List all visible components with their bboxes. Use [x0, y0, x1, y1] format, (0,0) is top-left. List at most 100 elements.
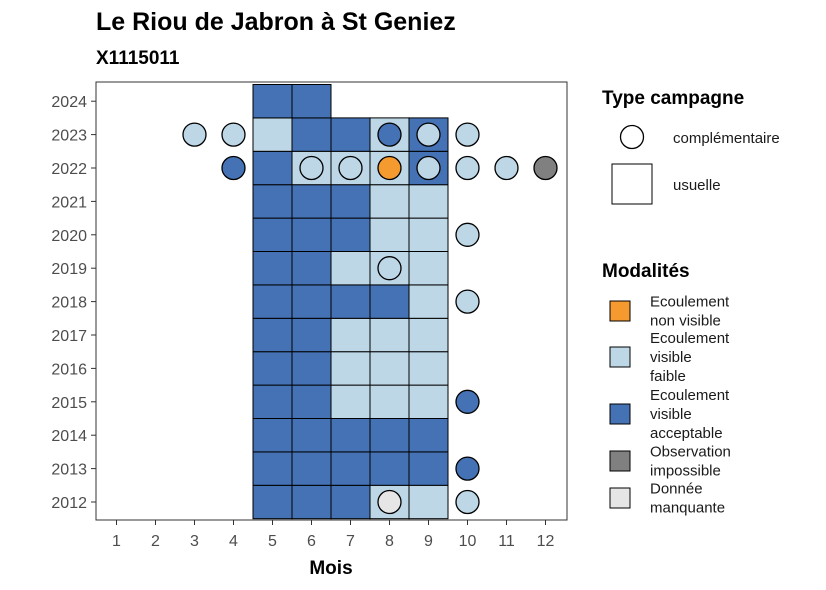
- y-tick-label-2017: 2017: [51, 328, 87, 345]
- y-tick-label-2014: 2014: [51, 428, 87, 445]
- legend-key-circle: [619, 124, 645, 150]
- point-2022-11: [494, 155, 519, 181]
- legend-swatch-acceptable: [609, 403, 631, 425]
- point-2022-9: [416, 155, 441, 181]
- legend-swatch-faible: [609, 346, 631, 368]
- x-tick-label-12: 12: [537, 533, 555, 550]
- tile-2012-5: [252, 484, 293, 520]
- legend-modalites: Modalités Ecoulement non visibleEcoulemen…: [602, 261, 731, 517]
- tile-2015-8: [369, 384, 410, 420]
- tile-2014-8: [369, 418, 410, 453]
- tile-2023-7: [330, 117, 371, 152]
- tile-2016-9: [408, 351, 449, 386]
- tile-2017-9: [408, 317, 449, 353]
- tile-2015-7: [330, 384, 371, 420]
- tile-2020-8: [369, 217, 410, 253]
- legend-swatch-impossible: [609, 450, 631, 472]
- point-2018-10: [455, 289, 480, 314]
- tile-2014-7: [330, 418, 371, 453]
- plot-panel: [95, 81, 568, 521]
- y-tick-label-2015: 2015: [51, 395, 87, 412]
- y-axis-ticks: 2012 2013 2014 2015 2016 2017 2018 2019 2020 2021…: [51, 94, 96, 512]
- y-tick-label-2018: 2018: [51, 295, 87, 312]
- tile-2017-5: [252, 317, 293, 353]
- tile-2016-8: [369, 351, 410, 386]
- tile-2016-5: [252, 351, 293, 386]
- tile-2016-7: [330, 351, 371, 386]
- y-tick-label-2021: 2021: [51, 194, 87, 211]
- x-tick-label-1: 1: [112, 533, 121, 550]
- tile-2013-8: [369, 451, 410, 486]
- tile-2023-5: [252, 117, 293, 152]
- y-tick-label-2019: 2019: [51, 261, 87, 278]
- complementaire-points: [182, 122, 558, 515]
- x-axis-ticks: 1 2 3 4 5 6 7 8 9 10 11 12: [112, 520, 555, 550]
- tile-2017-8: [369, 317, 410, 353]
- tile-2019-6: [291, 251, 332, 286]
- tile-2018-9: [408, 284, 449, 319]
- tile-2019-7: [330, 251, 371, 286]
- x-tick-label-9: 9: [424, 533, 433, 550]
- usuelle-tiles: [252, 84, 449, 520]
- x-tick-label-11: 11: [498, 533, 515, 550]
- tile-2012-9: [408, 484, 449, 520]
- legend-modalites-title: Modalités: [602, 261, 690, 282]
- legend-swatch-non_visible: [609, 300, 631, 322]
- tile-2018-5: [252, 284, 293, 319]
- y-tick-label-2023: 2023: [51, 128, 87, 145]
- legend-label-faible: Ecoulement visible faible: [650, 330, 730, 385]
- tile-2015-9: [408, 384, 449, 420]
- legend-label-acceptable: Ecoulement visible acceptable: [650, 387, 730, 442]
- point-2023-9: [416, 122, 441, 147]
- tile-2021-9: [408, 184, 449, 219]
- tile-2019-5: [252, 251, 293, 286]
- tile-2017-6: [291, 317, 332, 353]
- tile-2020-7: [330, 217, 371, 253]
- tile-2023-6: [291, 117, 332, 152]
- point-2022-10: [455, 155, 480, 181]
- point-2020-10: [455, 222, 480, 247]
- tile-2015-6: [291, 384, 332, 420]
- legend-swatch-manquante: [609, 487, 631, 509]
- legend-label-usuelle: usuelle: [673, 177, 721, 194]
- tile-2017-7: [330, 317, 371, 353]
- legend-type-title: Type campagne: [602, 88, 744, 109]
- tile-2018-7: [330, 284, 371, 319]
- tile-2024-5: [252, 84, 293, 119]
- point-2019-8: [377, 256, 402, 281]
- point-2012-8: [377, 489, 402, 515]
- point-2023-8: [377, 122, 402, 147]
- tile-2022-5: [252, 150, 293, 186]
- chart-title: Le Riou de Jabron à St Geniez: [96, 8, 456, 36]
- y-tick-label-2013: 2013: [51, 462, 87, 479]
- tile-2014-6: [291, 418, 332, 453]
- tile-2021-8: [369, 184, 410, 219]
- point-2023-3: [182, 122, 207, 147]
- tile-2013-5: [252, 451, 293, 486]
- x-tick-label-8: 8: [385, 533, 394, 550]
- x-tick-label-7: 7: [346, 533, 355, 550]
- tile-2013-6: [291, 451, 332, 486]
- x-axis-title: Mois: [309, 558, 352, 579]
- point-2022-8: [377, 155, 402, 181]
- legend-label-manquante: Donnée manquante: [650, 481, 725, 517]
- point-2023-4: [221, 122, 246, 147]
- y-tick-label-2020: 2020: [51, 228, 87, 245]
- tile-2014-9: [408, 418, 449, 453]
- tile-2021-7: [330, 184, 371, 219]
- point-2022-12: [533, 155, 558, 181]
- tile-2012-6: [291, 484, 332, 520]
- legend-type-campagne: Type campagne complémentaire usuelle: [602, 88, 780, 205]
- x-tick-label-3: 3: [190, 533, 199, 550]
- legend-label-impossible: Observation impossible: [650, 444, 731, 480]
- y-tick-label-2012: 2012: [51, 495, 87, 512]
- point-2013-10: [455, 456, 480, 481]
- x-tick-label-5: 5: [268, 533, 277, 550]
- point-2022-6: [299, 155, 324, 181]
- point-2022-4: [221, 155, 246, 181]
- x-tick-label-2: 2: [151, 533, 160, 550]
- point-2015-10: [455, 389, 480, 414]
- legend-key-square: [611, 163, 653, 205]
- x-tick-label-10: 10: [459, 533, 477, 550]
- tile-2012-7: [330, 484, 371, 520]
